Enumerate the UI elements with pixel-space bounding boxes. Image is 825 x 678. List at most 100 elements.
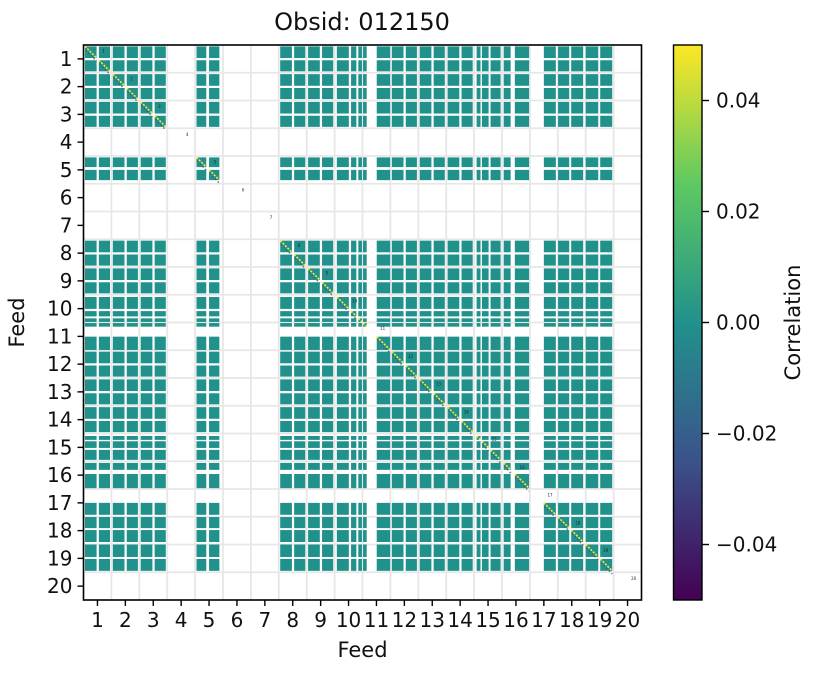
- heatmap-cell: [280, 449, 292, 460]
- heatmap-cell: [154, 169, 166, 181]
- heatmap-cell: [294, 517, 306, 529]
- heatmap-cell: [196, 336, 207, 350]
- heatmap-cell: [419, 60, 432, 72]
- heatmap-cell: [571, 421, 584, 433]
- heatmap-cell: [336, 517, 349, 529]
- heatmap-cell: [154, 240, 166, 253]
- heatmap-cell: [433, 318, 445, 322]
- heatmap-cell: [503, 311, 511, 317]
- heatmap-cell: [84, 336, 97, 350]
- y-tick-label: 11: [47, 324, 72, 348]
- heatmap-cell: [405, 268, 417, 281]
- heatmap-cell: [481, 254, 489, 266]
- y-tick-label: 9: [60, 269, 73, 293]
- heatmap-cell: [351, 74, 357, 86]
- heatmap-cell: [112, 474, 125, 489]
- x-tick-label: 9: [314, 608, 327, 632]
- heatmap-cell: [461, 393, 473, 405]
- heatmap-cell: [585, 336, 599, 350]
- heatmap-cell: [447, 46, 460, 59]
- heatmap-cell: [376, 74, 391, 86]
- heatmap-cell: [514, 365, 530, 377]
- heatmap-cell: [503, 46, 511, 59]
- heatmap-cell: [112, 435, 125, 440]
- heatmap-cell: [294, 365, 306, 377]
- heatmap-cell: [209, 336, 220, 350]
- heatmap-cell: [196, 169, 207, 181]
- heatmap-cell: [308, 435, 320, 440]
- heatmap-cell: [336, 101, 349, 114]
- heatmap-cell: [558, 323, 570, 327]
- heatmap-cell: [98, 530, 111, 543]
- heatmap-cell: [571, 240, 584, 253]
- heatmap-cell: [351, 240, 357, 253]
- heatmap-cell: [447, 502, 460, 515]
- heatmap-cell: [571, 558, 584, 571]
- heatmap-cell: [391, 449, 404, 460]
- heatmap-cell: [433, 268, 445, 281]
- heatmap-cell: [476, 169, 481, 181]
- heatmap-cell: [571, 254, 584, 266]
- heatmap-cell: [481, 544, 489, 557]
- y-tick-label: 14: [47, 408, 72, 432]
- diagonal-line: [154, 115, 167, 128]
- heatmap-cell: [154, 336, 166, 350]
- heatmap-cell: [490, 169, 501, 181]
- heatmap-cell: [376, 101, 391, 114]
- heatmap-cell: [405, 323, 417, 327]
- heatmap-cell: [140, 157, 153, 168]
- heatmap-cell: [322, 365, 334, 377]
- x-tick-label: 7: [258, 608, 271, 632]
- diagonal-shadow: [586, 547, 599, 561]
- x-tick-label: 16: [503, 608, 528, 632]
- heatmap-cell: [336, 558, 349, 571]
- heatmap-cell: [280, 268, 292, 281]
- heatmap-cell: [461, 282, 473, 294]
- heatmap-cell: [294, 88, 306, 100]
- heatmap-cell: [481, 462, 489, 470]
- heatmap-cell: [585, 296, 599, 309]
- heatmap-cell: [419, 449, 432, 460]
- heatmap-cell: [503, 282, 511, 294]
- heatmap-cell: [585, 449, 599, 460]
- heatmap-cell: [600, 530, 613, 543]
- heatmap-cell: [476, 268, 481, 281]
- heatmap-cell: [209, 88, 220, 100]
- heatmap-cell: [336, 544, 349, 557]
- colorbar: [672, 44, 703, 601]
- heatmap-cell: [154, 60, 166, 72]
- heatmap-cell: [405, 254, 417, 266]
- heatmap-cell: [336, 449, 349, 460]
- heatmap-cell: [308, 351, 320, 364]
- heatmap-cell: [209, 101, 220, 114]
- heatmap-cell: [358, 115, 362, 127]
- diagonal-line: [391, 351, 405, 364]
- heatmap-cell: [405, 393, 417, 405]
- heatmap-cell: [140, 318, 153, 322]
- heatmap-cell: [405, 421, 417, 433]
- heatmap-cell: [585, 169, 599, 181]
- heatmap-cell: [154, 517, 166, 529]
- heatmap-cell: [503, 240, 511, 253]
- heatmap-cell: [358, 254, 362, 266]
- diagonal-line: [476, 435, 482, 441]
- heatmap-cell: [308, 502, 320, 515]
- heatmap-cell: [280, 393, 292, 405]
- heatmap-cell: [461, 318, 473, 322]
- heatmap-cell: [358, 544, 362, 557]
- heatmap-cell: [481, 393, 489, 405]
- heatmap-cell: [585, 311, 599, 317]
- heatmap-cell: [363, 435, 367, 440]
- heatmap-cell: [558, 435, 570, 440]
- heatmap-cell: [571, 435, 584, 440]
- diagonal-line: [98, 59, 111, 72]
- heatmap-cell: [376, 474, 391, 489]
- heatmap-cell: [391, 517, 404, 529]
- heatmap-cell: [391, 254, 404, 266]
- heatmap-cell: [351, 544, 357, 557]
- heatmap-cell: [558, 365, 570, 377]
- heatmap-cell: [433, 435, 445, 440]
- heatmap-cell: [571, 474, 584, 489]
- heatmap-cell: [196, 379, 207, 392]
- heatmap-cell: [154, 296, 166, 309]
